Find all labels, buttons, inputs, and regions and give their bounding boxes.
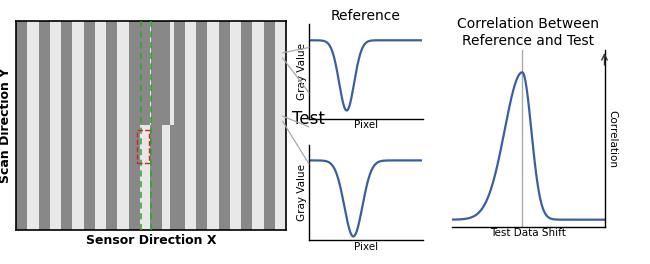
X-axis label: Pixel: Pixel	[354, 242, 378, 252]
Bar	[118, 21, 129, 230]
Bar	[170, 125, 181, 230]
Bar	[218, 21, 230, 230]
Y-axis label: Correlation: Correlation	[607, 110, 618, 168]
Bar	[140, 21, 150, 125]
X-axis label: Test Data Shift: Test Data Shift	[490, 228, 566, 238]
Bar	[84, 21, 95, 230]
Bar	[263, 21, 275, 230]
Bar	[162, 21, 174, 230]
X-axis label: Sensor Direction X: Sensor Direction X	[86, 234, 216, 247]
Bar	[16, 21, 27, 230]
Bar	[106, 21, 118, 230]
Bar	[207, 21, 218, 230]
Bar	[174, 21, 185, 230]
Bar	[140, 21, 151, 230]
Bar	[196, 21, 207, 230]
Bar	[230, 21, 241, 230]
Bar	[160, 21, 170, 125]
Title: Reference: Reference	[331, 9, 400, 23]
Bar	[252, 21, 263, 230]
Y-axis label: Gray Value: Gray Value	[297, 43, 307, 100]
Bar	[137, 130, 150, 163]
X-axis label: Pixel: Pixel	[354, 120, 378, 130]
Y-axis label: Gray Value: Gray Value	[297, 164, 307, 221]
Bar	[241, 21, 252, 230]
Bar	[39, 21, 50, 230]
Bar	[95, 21, 106, 230]
Bar	[151, 21, 162, 230]
Bar	[129, 21, 140, 230]
Bar	[72, 21, 84, 230]
Title: Correlation Between
Reference and Test: Correlation Between Reference and Test	[457, 17, 599, 48]
Text: Test: Test	[292, 110, 324, 128]
Bar	[275, 21, 286, 230]
Bar	[27, 21, 39, 230]
Bar	[50, 21, 61, 230]
Bar	[185, 21, 196, 230]
Bar	[150, 125, 160, 230]
Y-axis label: Scan Direction Y: Scan Direction Y	[0, 68, 12, 183]
Bar	[61, 21, 72, 230]
